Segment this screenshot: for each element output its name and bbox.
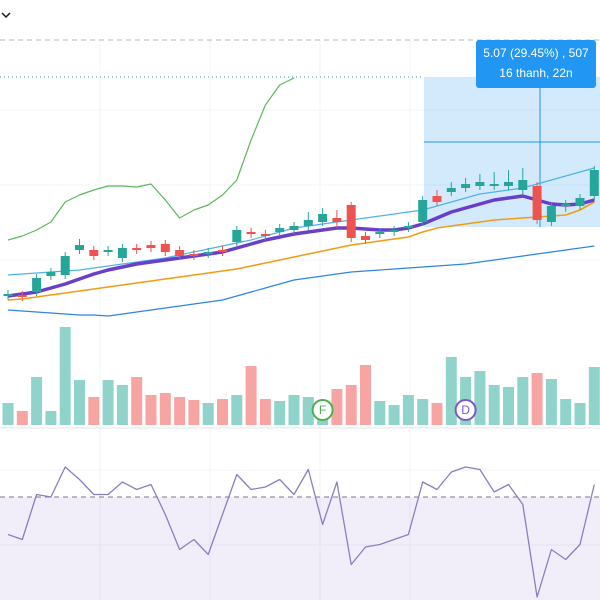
event-marker xyxy=(454,399,477,421)
indicator-line xyxy=(7,245,595,317)
volume-bar xyxy=(116,385,128,425)
volume-bar xyxy=(588,367,600,425)
dropdown-chevron[interactable] xyxy=(1,12,11,19)
volume-bar xyxy=(59,327,71,425)
candle-body xyxy=(232,230,242,242)
volume-bar xyxy=(517,377,529,425)
event-marker xyxy=(311,399,334,421)
candle-body xyxy=(275,228,285,232)
volume-bar xyxy=(402,395,414,425)
measure-tooltip xyxy=(476,40,596,88)
volume-bar xyxy=(374,401,386,425)
indicator-line xyxy=(7,194,595,298)
volume-bar xyxy=(302,397,314,425)
candle-body xyxy=(132,248,142,250)
volume-bar xyxy=(16,411,28,425)
volume-bar xyxy=(345,385,357,425)
candle-body xyxy=(546,206,556,222)
grid xyxy=(0,40,600,600)
indicator-line xyxy=(7,201,595,301)
volume-bar xyxy=(331,389,343,425)
volume-bar xyxy=(545,379,557,425)
volume-bar xyxy=(259,399,271,425)
candle-body xyxy=(332,218,342,222)
candle-body xyxy=(432,196,442,202)
candle-body xyxy=(461,184,471,188)
volume-bar xyxy=(2,403,14,425)
candle-body xyxy=(203,252,213,254)
volume-bar xyxy=(74,380,85,425)
candle-body xyxy=(218,250,227,252)
volume-bar xyxy=(531,373,543,425)
volume-bar xyxy=(274,401,286,425)
volume-bar xyxy=(360,365,371,425)
volume-bar xyxy=(417,399,429,425)
indicator-line xyxy=(7,167,595,276)
candle-body xyxy=(475,182,485,186)
candle-body xyxy=(32,278,42,292)
candle-body xyxy=(46,272,56,276)
candle-body xyxy=(589,170,599,196)
candle-body xyxy=(561,204,571,206)
volume-bar xyxy=(445,357,457,425)
volume-bar xyxy=(31,377,43,425)
measure-tooltip-text: 16 thanh, 22n xyxy=(499,66,572,80)
volume-bar xyxy=(217,399,228,425)
volume-bar xyxy=(202,403,214,425)
candle-body xyxy=(189,254,199,256)
candle-body xyxy=(346,205,356,238)
candle-body xyxy=(318,214,328,222)
candle-body xyxy=(532,186,542,220)
candle-body xyxy=(3,294,13,296)
candle-body xyxy=(17,295,27,297)
volume-bar xyxy=(488,385,500,425)
candle-body xyxy=(60,256,70,275)
volume-bar xyxy=(388,405,400,425)
candle-body xyxy=(446,188,456,192)
volume-bar xyxy=(560,399,572,425)
candle-body xyxy=(303,220,313,226)
candle-body xyxy=(489,184,499,186)
candle-body xyxy=(246,232,256,234)
candle-body xyxy=(260,234,270,236)
candle-body xyxy=(117,248,127,258)
volume-bar xyxy=(245,366,257,425)
candle-body xyxy=(418,200,428,222)
candle-body xyxy=(289,226,299,230)
volume-bar xyxy=(131,377,143,425)
candle-body xyxy=(89,250,99,256)
rsi-band xyxy=(0,497,600,600)
indicator-line xyxy=(7,77,295,241)
candle-body xyxy=(75,245,84,250)
volume-bar xyxy=(88,397,100,425)
volume-bar xyxy=(288,395,300,425)
candle-body xyxy=(146,245,156,248)
volume-bar xyxy=(102,380,114,425)
volume-bar xyxy=(145,395,157,425)
event-marker-label: F xyxy=(319,403,326,417)
volume-bar xyxy=(474,371,486,425)
volume-bar xyxy=(45,411,57,425)
candle-body xyxy=(575,198,585,206)
candle-body xyxy=(175,250,185,256)
candle-body xyxy=(403,226,413,228)
candle-body xyxy=(375,232,385,234)
volume-bar xyxy=(159,393,171,425)
volume-bar xyxy=(231,395,243,425)
candle-body xyxy=(389,230,399,232)
volume-bar xyxy=(431,403,443,425)
event-marker-label: D xyxy=(461,403,470,417)
rsi-line xyxy=(7,466,595,598)
candle-body xyxy=(103,250,113,252)
candle-body xyxy=(504,182,513,186)
volume-bar xyxy=(174,397,186,425)
volume-bar xyxy=(503,387,514,425)
candle-body xyxy=(160,244,170,252)
volume-bar xyxy=(574,403,586,425)
candle-body xyxy=(361,236,370,240)
candle-body xyxy=(518,180,528,190)
measure-tooltip-text: 5.07 (29.45%) , 507 xyxy=(483,46,589,60)
volume-bar xyxy=(188,400,200,425)
